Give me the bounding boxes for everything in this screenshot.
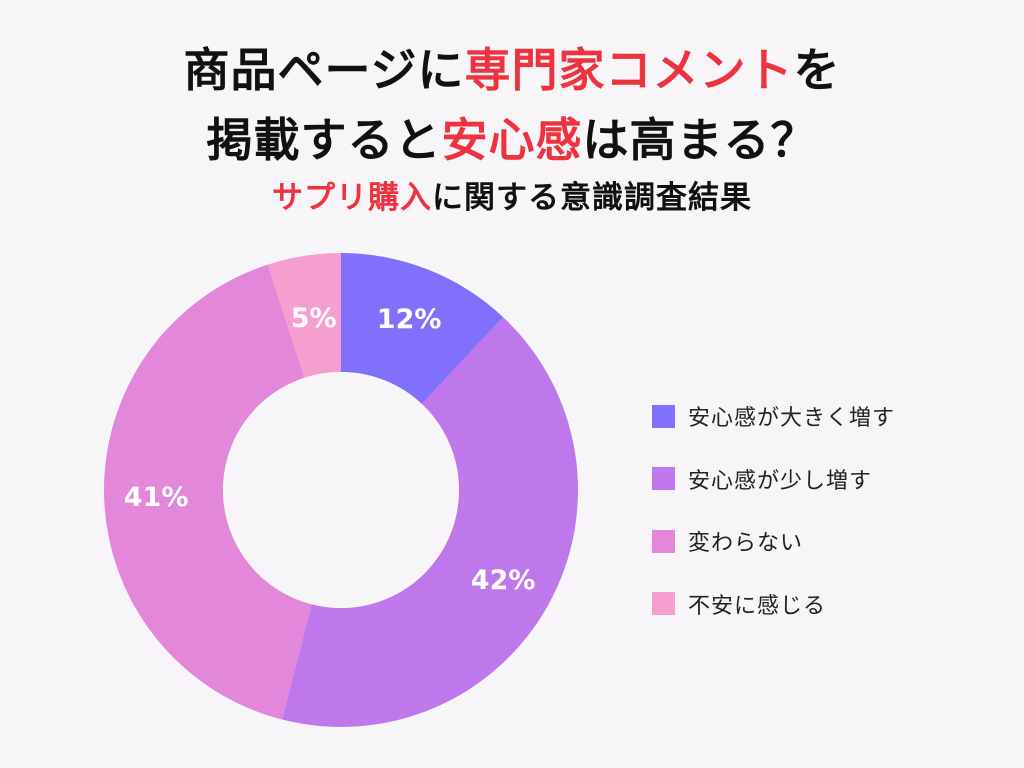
legend-swatch	[652, 529, 675, 553]
chart-title-line-2: 掲載すると安心感は高まる？	[0, 110, 1024, 170]
legend-label: 安心感が少し増す	[688, 468, 873, 494]
chart-legend: 安心感が大きく増す 安心感が少し増す 変わらない 不安に感じる	[652, 400, 895, 650]
title-text: は高まる？	[582, 113, 818, 167]
slice-label: 12%	[377, 304, 442, 335]
legend-label: 変わらない	[688, 531, 804, 556]
legend-swatch	[652, 592, 675, 615]
title-text: を	[793, 43, 841, 97]
title-text: 商品ページに	[183, 43, 465, 97]
donut-slice	[341, 253, 504, 404]
chart-title-line-1: 商品ページに専門家コメントを	[0, 40, 1024, 100]
title-highlight: 専門家コメント	[464, 43, 794, 97]
legend-item: 不安に感じる	[652, 588, 895, 620]
donut-hole	[223, 372, 459, 608]
donut-slice	[267, 253, 341, 378]
title-text: 掲載すると	[206, 113, 442, 167]
legend-label: 安心感が大きく増す	[688, 406, 896, 431]
legend-item: 安心感が少し増す	[652, 463, 895, 495]
chart-subtitle: サプリ購入に関する意識調査結果	[0, 178, 1024, 218]
title-highlight: サプリ購入	[272, 180, 432, 216]
legend-label: 不安に感じる	[688, 593, 827, 619]
slice-label: 5%	[291, 303, 337, 334]
title-highlight: 安心感	[441, 113, 583, 167]
donut-slice	[104, 264, 312, 720]
legend-item: 変わらない	[652, 525, 895, 557]
slice-label: 41%	[124, 482, 189, 513]
title-text: に関する意識調査結果	[432, 180, 752, 216]
donut-slice	[282, 317, 578, 727]
legend-item: 安心感が大きく増す	[652, 400, 895, 432]
legend-swatch	[652, 404, 675, 428]
legend-swatch	[652, 467, 675, 490]
slice-label: 42%	[471, 565, 536, 596]
